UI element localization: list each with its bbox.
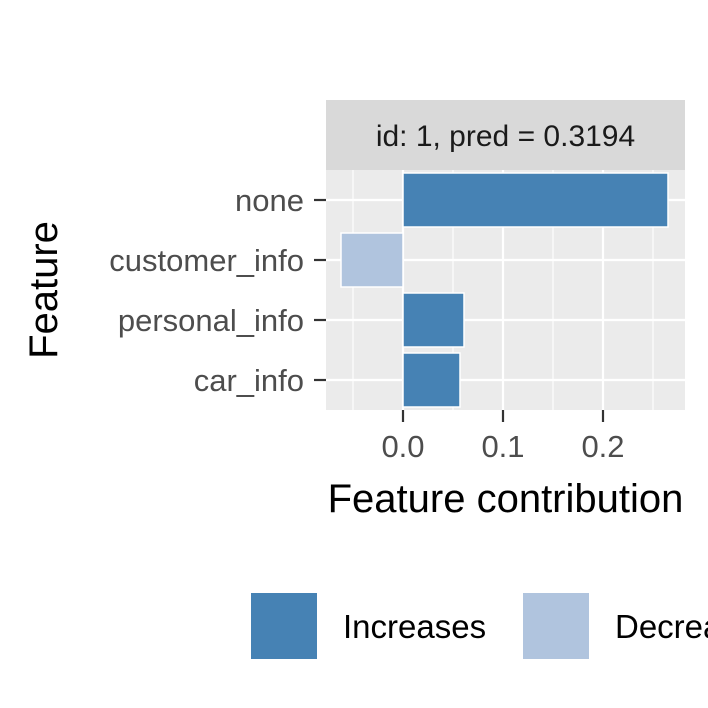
legend: Increases Decreases [249, 591, 708, 661]
legend-label: Decreases [615, 608, 708, 645]
bar-customer_info [340, 232, 404, 288]
legend-key-decreases [521, 591, 591, 661]
y-tick-label: customer_info [109, 243, 304, 278]
x-tick-label: 0.1 [481, 429, 524, 464]
y-axis: none customer_info personal_info car_info [109, 183, 326, 398]
y-axis-title: Feature [22, 221, 66, 359]
x-axis-title: Feature contribution [328, 477, 684, 521]
x-tick-label: 0.0 [381, 429, 424, 464]
bars [340, 172, 669, 408]
x-axis: 0.0 0.1 0.2 [381, 410, 625, 464]
x-tick-label: 0.2 [581, 429, 624, 464]
bar-car_info [402, 352, 461, 408]
y-tick-label: personal_info [118, 303, 304, 338]
legend-label: Increases [343, 608, 486, 645]
bar-none [402, 172, 669, 228]
facet-strip-label: id: 1, pred = 0.3194 [376, 120, 635, 153]
y-tick-label: car_info [194, 363, 304, 398]
y-tick-label: none [235, 183, 304, 218]
facet-strip [326, 100, 685, 170]
bar-personal_info [402, 292, 465, 348]
legend-key-increases [249, 591, 319, 661]
